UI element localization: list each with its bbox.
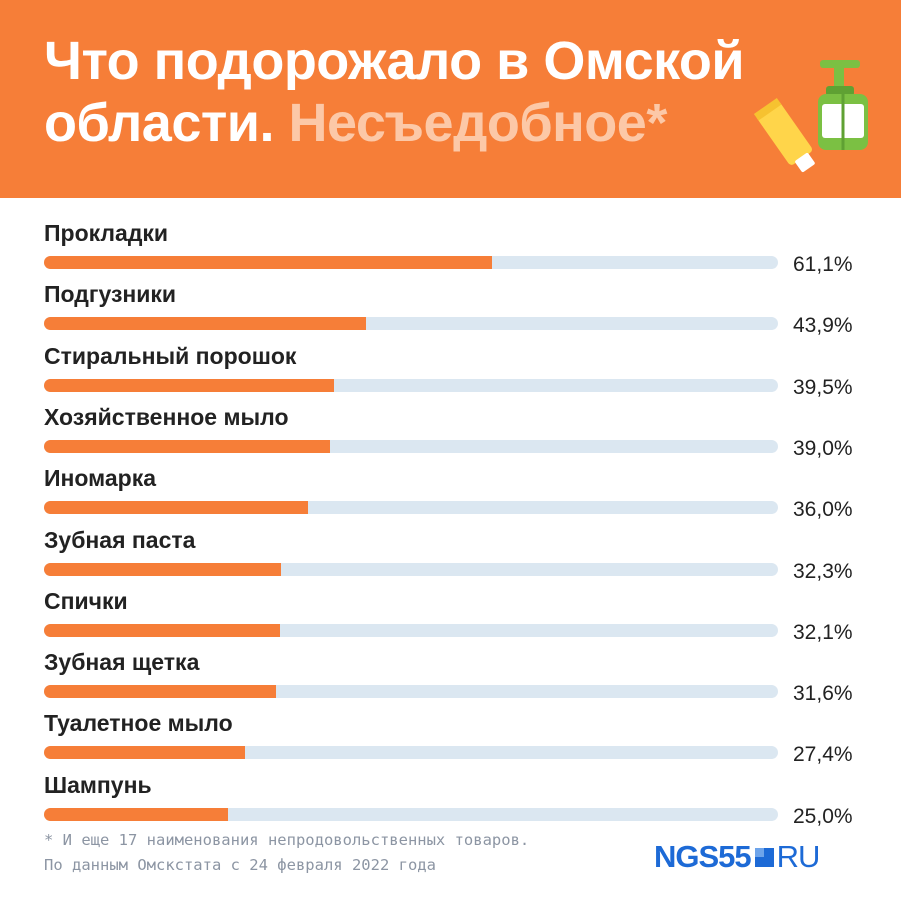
bar-track: [44, 317, 778, 331]
logo-square-icon: [754, 847, 774, 867]
value-label: 36,0%: [793, 498, 853, 522]
page-title: Что подорожало в Омской области. Несъедо…: [44, 30, 784, 154]
footnote-line-1: * И еще 17 наименования непродовольствен…: [44, 831, 530, 849]
bar: [44, 317, 366, 331]
bar-row: Зубная щетка 31,6%: [0, 637, 901, 705]
bar-track: [44, 562, 778, 576]
bar-track: [44, 746, 778, 760]
category-label: Подгузники: [44, 281, 177, 308]
value-label: 43,9%: [793, 314, 853, 338]
bar-track: [44, 256, 778, 269]
bar-row: Прокладки 61,1%: [0, 208, 901, 276]
bar-row: Иномарка 36,0%: [0, 453, 901, 521]
bar-track: [44, 623, 778, 637]
category-label: Хозяйственное мыло: [44, 403, 289, 430]
value-label: 39,5%: [793, 375, 853, 399]
value-label: 32,3%: [793, 559, 853, 583]
category-label: Туалетное мыло: [44, 710, 233, 737]
category-label: Прокладки: [44, 220, 169, 246]
bar-row: Шампунь 25,0%: [0, 760, 901, 828]
bar-row: Зубная паста 32,3%: [0, 515, 901, 583]
value-label: 31,6%: [793, 682, 853, 706]
header-banner: Что подорожало в Омской области. Несъедо…: [0, 0, 901, 198]
bar-row: Подгузники 43,9%: [0, 269, 901, 337]
household-illustration: [748, 54, 878, 184]
value-label: 27,4%: [793, 743, 853, 767]
category-label: Шампунь: [44, 771, 152, 798]
logo-ru-text: RU: [776, 839, 821, 874]
category-label: Зубная паста: [44, 526, 196, 553]
bar: [44, 501, 308, 515]
bar-track: [44, 501, 778, 515]
ngs55-logo: NGS55 RU: [654, 839, 821, 874]
bar-row: Спички 32,1%: [0, 576, 901, 644]
bar: [44, 378, 334, 392]
footnote: * И еще 17 наименования непродовольствен…: [44, 828, 529, 878]
category-label: Зубная щетка: [44, 649, 200, 676]
category-label: Стиральный порошок: [44, 342, 297, 369]
category-label: Спички: [44, 587, 128, 614]
bar-track: [44, 807, 778, 821]
title-main: Что подорожало в Омской области.: [44, 31, 745, 153]
bar-track: [44, 439, 778, 453]
value-label: 32,1%: [793, 620, 853, 644]
title-highlight: Несъедобное*: [288, 93, 668, 153]
bar-row: Туалетное мыло 27,4%: [0, 698, 901, 766]
toothpaste-tube-icon: [753, 97, 815, 173]
bar-track: [44, 685, 778, 699]
bar: [44, 562, 281, 576]
bar-row: Стиральный порошок 39,5%: [0, 331, 901, 399]
bar: [44, 439, 330, 453]
bar-row: Хозяйственное мыло 39,0%: [0, 392, 901, 460]
footnote-line-2: По данным Омскстата с 24 февраля 2022 го…: [44, 856, 436, 874]
bar-track: [44, 378, 778, 392]
logo-ngs-text: NGS55: [654, 839, 752, 874]
bar: [44, 807, 228, 821]
value-label: 61,1%: [793, 253, 853, 276]
soap-dispenser-icon: [818, 60, 868, 150]
bar: [44, 623, 280, 637]
bar: [44, 256, 492, 269]
bar: [44, 685, 276, 699]
category-label: Иномарка: [44, 465, 157, 492]
value-label: 39,0%: [793, 436, 853, 460]
value-label: 25,0%: [793, 804, 853, 828]
bar: [44, 746, 245, 760]
